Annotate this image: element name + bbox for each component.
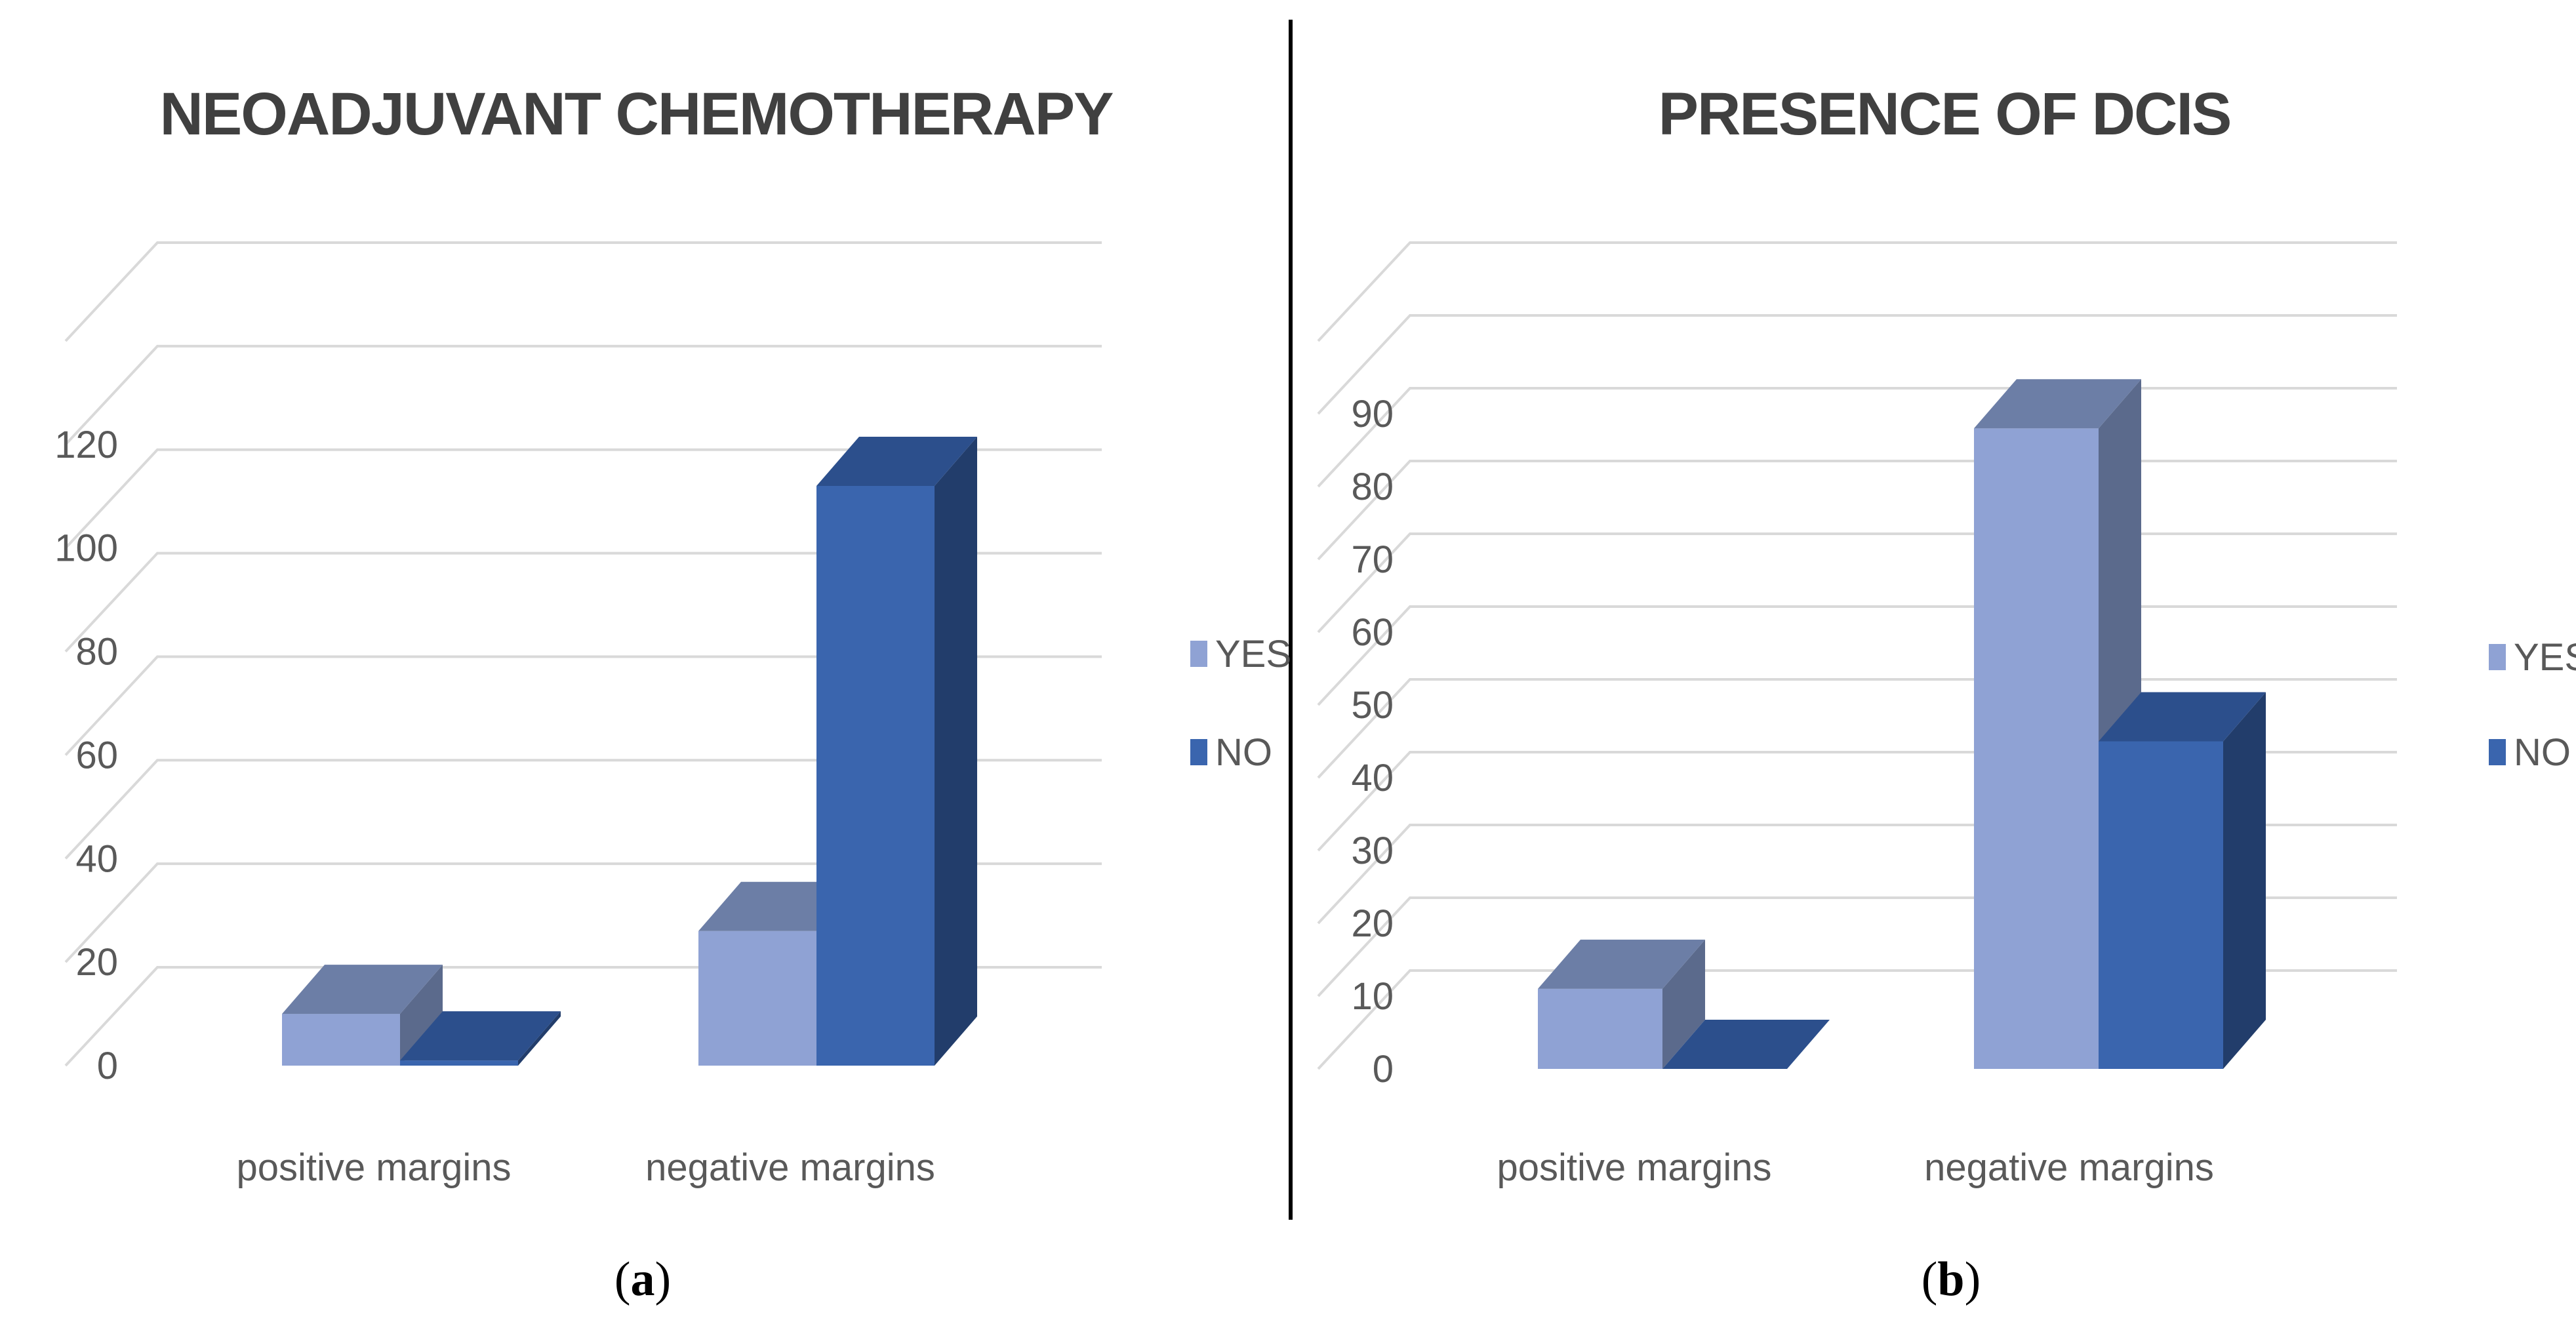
legend-swatch-no: [1190, 739, 1207, 765]
chart-neoadjuvant-chemotherapy: NEOADJUVANT CHEMOTHERAPY 0 20 40 60 80 100 120 p…: [54, 81, 1291, 1189]
gridline: [64, 552, 1102, 652]
legend-swatch-yes: [2489, 644, 2506, 670]
legend-label-yes: YES: [1215, 633, 1291, 675]
bar-side: [400, 965, 443, 1066]
y-tick-label: 40: [75, 837, 118, 880]
category-label: positive margins: [236, 1146, 511, 1189]
bar-top: [400, 1011, 561, 1061]
gridline: [64, 655, 1102, 756]
gridline: [64, 344, 1102, 446]
caption-b: (b): [1922, 1253, 1981, 1306]
bar-front: [2099, 741, 2223, 1069]
y-tick-label: 60: [75, 734, 118, 776]
y-tick-label: 0: [97, 1045, 118, 1087]
bar-top: [2099, 692, 2266, 742]
bar-yes-positive: [1538, 939, 1705, 1069]
category-label: negative margins: [1924, 1146, 2214, 1189]
bar-front: [400, 1060, 518, 1066]
y-tick-label: 100: [54, 527, 118, 570]
gridline: [1317, 460, 2397, 561]
y-tick-label: 90: [1351, 393, 1394, 435]
category-label: positive margins: [1497, 1146, 1771, 1189]
gridline: [64, 448, 1102, 550]
gridline: [64, 862, 1102, 963]
bar-side: [1662, 939, 1705, 1069]
gridline: [1317, 605, 2397, 706]
y-tick-label: 20: [75, 941, 118, 984]
gridline: [1317, 314, 2397, 415]
gridline: [64, 241, 1102, 342]
bar-no-negative: [816, 437, 977, 1066]
gridline: [1317, 532, 2397, 633]
bar-front: [698, 931, 816, 1066]
bar-no-negative: [2099, 692, 2266, 1069]
y-tick-label: 80: [75, 631, 118, 673]
gridlines: [64, 241, 1102, 1067]
y-tick-label: 20: [1351, 902, 1394, 945]
legend: YES NO: [2489, 636, 2576, 774]
y-tick-label: 40: [1351, 757, 1394, 799]
legend-label-yes: YES: [2514, 636, 2576, 679]
legend-swatch-no: [2489, 739, 2506, 765]
y-tick-label: 50: [1351, 684, 1394, 727]
legend: YES NO: [1190, 633, 1291, 774]
bar-front: [1974, 428, 2099, 1069]
y-tick-label: 0: [1373, 1048, 1394, 1091]
y-tick-label: 80: [1351, 466, 1394, 508]
gridline: [1317, 387, 2397, 488]
category-label: negative margins: [645, 1146, 935, 1189]
legend-label-no: NO: [1215, 731, 1272, 774]
y-tick-label: 10: [1351, 975, 1394, 1018]
bar-front: [1538, 988, 1662, 1069]
bar-top: [1538, 939, 1705, 989]
gridline: [64, 759, 1102, 860]
bar-top: [1662, 1020, 1830, 1069]
y-tick-label: 70: [1351, 538, 1394, 581]
caption-a: (a): [614, 1253, 671, 1306]
legend-label-no: NO: [2514, 731, 2571, 774]
bar-no-positive: [400, 1011, 561, 1066]
bar-top: [1974, 379, 2141, 429]
bar-no-positive: [1662, 1020, 1830, 1069]
gridline: [1317, 241, 2397, 342]
y-tick-label: 60: [1351, 611, 1394, 654]
chart-title: PRESENCE OF DCIS: [1659, 81, 2231, 148]
bar-top: [282, 965, 443, 1014]
bar-side: [935, 437, 977, 1066]
y-tick-label: 30: [1351, 830, 1394, 872]
bar-side: [2223, 692, 2266, 1069]
chart-presence-of-dcis: PRESENCE OF DCIS 0 10 20 30 40 50 60 70 80 90 posit…: [1317, 81, 2576, 1189]
bar-front: [282, 1014, 400, 1066]
bar-top: [816, 437, 977, 486]
bar-yes-positive: [282, 965, 443, 1066]
chart-title: NEOADJUVANT CHEMOTHERAPY: [159, 81, 1113, 148]
bar-side: [518, 1011, 561, 1066]
bar-front: [816, 486, 935, 1066]
legend-swatch-yes: [1190, 641, 1207, 667]
y-tick-label: 120: [54, 424, 118, 466]
